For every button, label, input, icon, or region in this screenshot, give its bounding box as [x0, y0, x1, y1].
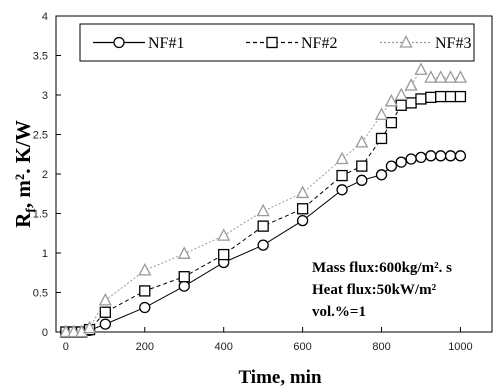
data-point	[426, 151, 436, 161]
data-point	[298, 204, 308, 214]
data-point	[436, 92, 446, 102]
data-point	[446, 151, 456, 161]
y-tick-label: 2	[42, 169, 48, 181]
data-point	[386, 118, 396, 128]
data-point	[357, 175, 367, 185]
legend-marker	[267, 38, 277, 48]
data-point	[426, 92, 436, 102]
x-tick-label: 600	[293, 341, 311, 353]
y-tick-label: 0	[42, 327, 48, 339]
data-point	[298, 216, 308, 226]
data-point	[455, 151, 465, 161]
data-point	[140, 303, 150, 313]
data-point	[396, 100, 406, 110]
data-point	[357, 161, 367, 171]
y-axis-title: Rf, m². K/W	[11, 120, 39, 228]
x-tick-label: 400	[215, 341, 233, 353]
legend-label: NF#1	[148, 35, 184, 52]
annotation-vol: vol.%=1	[312, 304, 366, 320]
y-axis-title-main: R	[11, 212, 35, 228]
data-point	[446, 92, 456, 102]
legend-label: NF#3	[435, 35, 471, 52]
x-tick-label: 800	[372, 341, 390, 353]
annotation-heat-flux: Heat flux:50kW/m²	[312, 282, 437, 298]
legend-marker	[114, 38, 124, 48]
data-point	[337, 171, 347, 181]
x-tick-label: 1000	[448, 341, 472, 353]
data-point	[386, 161, 396, 171]
data-point	[406, 154, 416, 164]
data-point	[258, 221, 268, 231]
data-point	[436, 151, 446, 161]
legend: NF#1 NF#2 NF#3	[80, 24, 474, 61]
data-point	[377, 133, 387, 143]
data-point	[179, 272, 189, 282]
data-point	[337, 185, 347, 195]
data-point	[258, 240, 268, 250]
data-point	[377, 170, 387, 180]
data-point	[140, 286, 150, 296]
data-point	[219, 250, 229, 260]
y-tick-label: 3	[42, 90, 48, 102]
y-tick-label: 1	[42, 248, 48, 260]
x-tick-label: 200	[136, 341, 154, 353]
y-tick-label: 3.5	[33, 51, 48, 63]
y-tick-label: 4	[42, 11, 48, 23]
data-point	[396, 157, 406, 167]
annotation-mass-flux: Mass flux:600kg/m². s	[312, 260, 452, 276]
y-axis-title-units: , m². K/W	[11, 120, 35, 208]
data-point	[416, 152, 426, 162]
data-point	[179, 281, 189, 291]
data-point	[100, 319, 110, 329]
data-point	[100, 307, 110, 317]
x-tick-label: 0	[63, 341, 69, 353]
x-axis-title: Time, min	[238, 367, 321, 388]
legend-label: NF#2	[301, 35, 337, 52]
y-tick-label: 0.5	[33, 288, 48, 300]
data-point	[416, 94, 426, 104]
data-point	[455, 92, 465, 102]
data-point	[406, 98, 416, 108]
